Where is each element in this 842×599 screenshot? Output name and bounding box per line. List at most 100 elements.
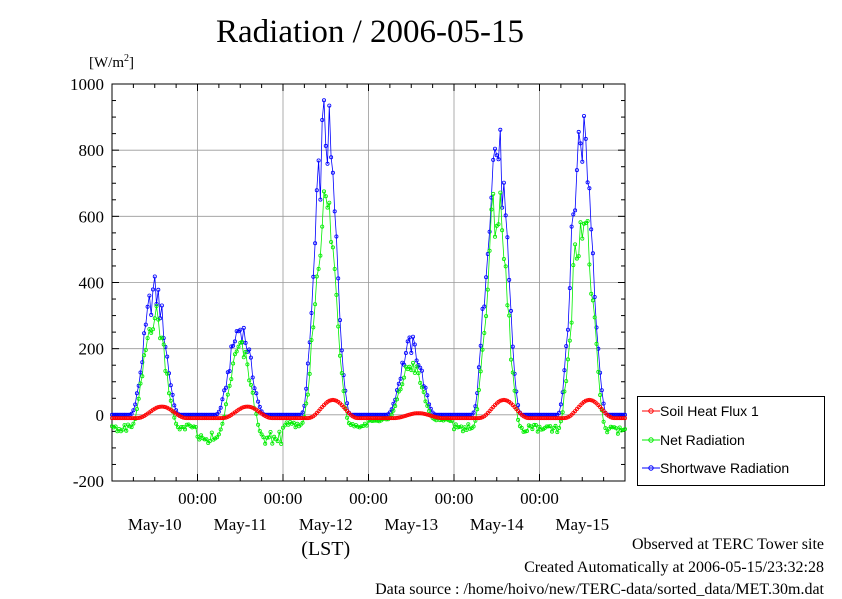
- shortwave-radiation-point: [405, 339, 410, 344]
- net-radiation-point: [473, 418, 478, 423]
- soil-heat-flux-point: [623, 416, 628, 421]
- net-radiation-point: [202, 437, 207, 442]
- shortwave-radiation-point: [143, 322, 148, 327]
- y-tick-label: -200: [73, 472, 104, 491]
- shortwave-radiation-point: [557, 410, 562, 415]
- shortwave-radiation-point: [231, 343, 236, 348]
- net-radiation-point: [161, 342, 166, 347]
- net-radiation-point: [156, 317, 161, 322]
- footer-source: Data source : /home/hoivo/new/TERC-data/…: [375, 581, 824, 598]
- shortwave-radiation-point: [345, 401, 350, 406]
- net-radiation-point: [567, 338, 572, 343]
- net-radiation-point: [544, 424, 549, 429]
- x-tick-label-date: May-11: [214, 515, 267, 534]
- net-radiation-point: [336, 324, 341, 329]
- net-radiation-point: [168, 398, 173, 403]
- soil-heat-flux-point: [403, 413, 408, 418]
- net-radiation-point: [578, 220, 583, 225]
- shortwave-radiation-point: [516, 403, 521, 408]
- net-radiation-point: [414, 364, 419, 369]
- soil-heat-flux-point: [564, 415, 569, 420]
- soil-heat-flux-point: [191, 416, 196, 421]
- shortwave-radiation-point: [478, 343, 483, 348]
- net-radiation-point: [327, 200, 332, 205]
- shortwave-radiation-point: [329, 155, 334, 160]
- footer-observed: Observed at TERC Tower site: [631, 536, 824, 553]
- net-radiation-point: [596, 369, 601, 374]
- net-radiation-point: [309, 338, 314, 343]
- y-tick-label: 1000: [70, 75, 104, 94]
- net-radiation-point: [256, 422, 261, 427]
- net-radiation-point: [124, 428, 129, 433]
- unit-label: [W/m: [89, 55, 124, 71]
- net-radiation-point: [113, 424, 118, 429]
- soil-heat-flux-point: [432, 414, 437, 419]
- shortwave-radiation-point: [145, 304, 150, 309]
- shortwave-radiation-point: [332, 209, 337, 214]
- y-axis-unit: [W/m2]: [89, 53, 134, 72]
- net-radiation-point: [508, 357, 513, 362]
- net-radiation-point: [174, 421, 179, 426]
- shortwave-radiation-point: [229, 344, 234, 349]
- net-radiation-point: [601, 419, 606, 424]
- net-radiation-point: [525, 428, 530, 433]
- shortwave-radiation-point: [220, 397, 225, 402]
- net-radiation-point: [227, 383, 232, 388]
- net-radiation-point: [528, 424, 533, 429]
- net-radiation-point: [419, 385, 424, 390]
- net-radiation-point: [165, 371, 170, 376]
- net-radiation-point: [485, 287, 490, 292]
- net-radiation-point: [179, 424, 184, 429]
- shortwave-radiation-point: [138, 370, 143, 375]
- net-radiation-point: [539, 427, 544, 432]
- shortwave-radiation-point: [410, 334, 415, 339]
- net-radiation-point: [512, 388, 517, 393]
- shortwave-radiation-point: [238, 327, 243, 332]
- net-radiation-point: [323, 194, 328, 199]
- net-radiation-point: [394, 397, 399, 402]
- soil-heat-flux-point: [179, 414, 184, 419]
- net-radiation-point: [462, 425, 467, 430]
- shortwave-radiation-point: [507, 277, 512, 282]
- net-radiation-point: [464, 427, 469, 432]
- net-radiation-point: [553, 423, 558, 428]
- net-radiation-point: [550, 429, 555, 434]
- soil-heat-flux-point: [410, 411, 415, 416]
- net-radiation-point: [270, 441, 275, 446]
- net-radiation-point: [337, 353, 342, 358]
- net-radiation-point: [320, 224, 325, 229]
- shortwave-radiation-point: [168, 383, 173, 388]
- x-tick-label-time: 00:00: [264, 489, 303, 508]
- net-radiation-point: [501, 256, 506, 261]
- x-tick-label-time: 00:00: [178, 489, 217, 508]
- shortwave-radiation-point: [580, 159, 585, 164]
- y-tick-label: 200: [79, 340, 105, 359]
- soil-heat-flux-point: [393, 416, 398, 421]
- shortwave-radiation-point: [571, 212, 576, 217]
- soil-heat-flux-point: [222, 415, 227, 420]
- net-radiation-point: [614, 426, 619, 431]
- shortwave-radiation-point: [330, 170, 335, 175]
- shortwave-radiation-point: [152, 274, 157, 279]
- net-radiation-point: [412, 370, 417, 375]
- net-radiation-point: [521, 429, 526, 434]
- shortwave-radiation-point: [165, 354, 170, 359]
- shortwave-radiation-point: [573, 208, 578, 213]
- shortwave-radiation-point: [256, 399, 261, 404]
- x-tick-label-date: May-13: [384, 515, 438, 534]
- legend-label: Net Radiation: [660, 432, 745, 448]
- net-radiation-point: [453, 422, 458, 427]
- net-radiation-point: [562, 389, 567, 394]
- net-radiation-point: [476, 387, 481, 392]
- net-radiation-point: [229, 377, 234, 382]
- net-radiation-point: [491, 191, 496, 196]
- net-radiation-point: [131, 421, 136, 426]
- net-radiation-point: [166, 391, 171, 396]
- soil-heat-flux-point: [138, 415, 143, 420]
- net-radiation-point: [423, 399, 428, 404]
- soil-heat-flux-point: [421, 411, 426, 416]
- shortwave-radiation-point: [254, 391, 259, 396]
- net-radiation-point: [311, 325, 316, 330]
- net-radiation-point: [557, 425, 562, 430]
